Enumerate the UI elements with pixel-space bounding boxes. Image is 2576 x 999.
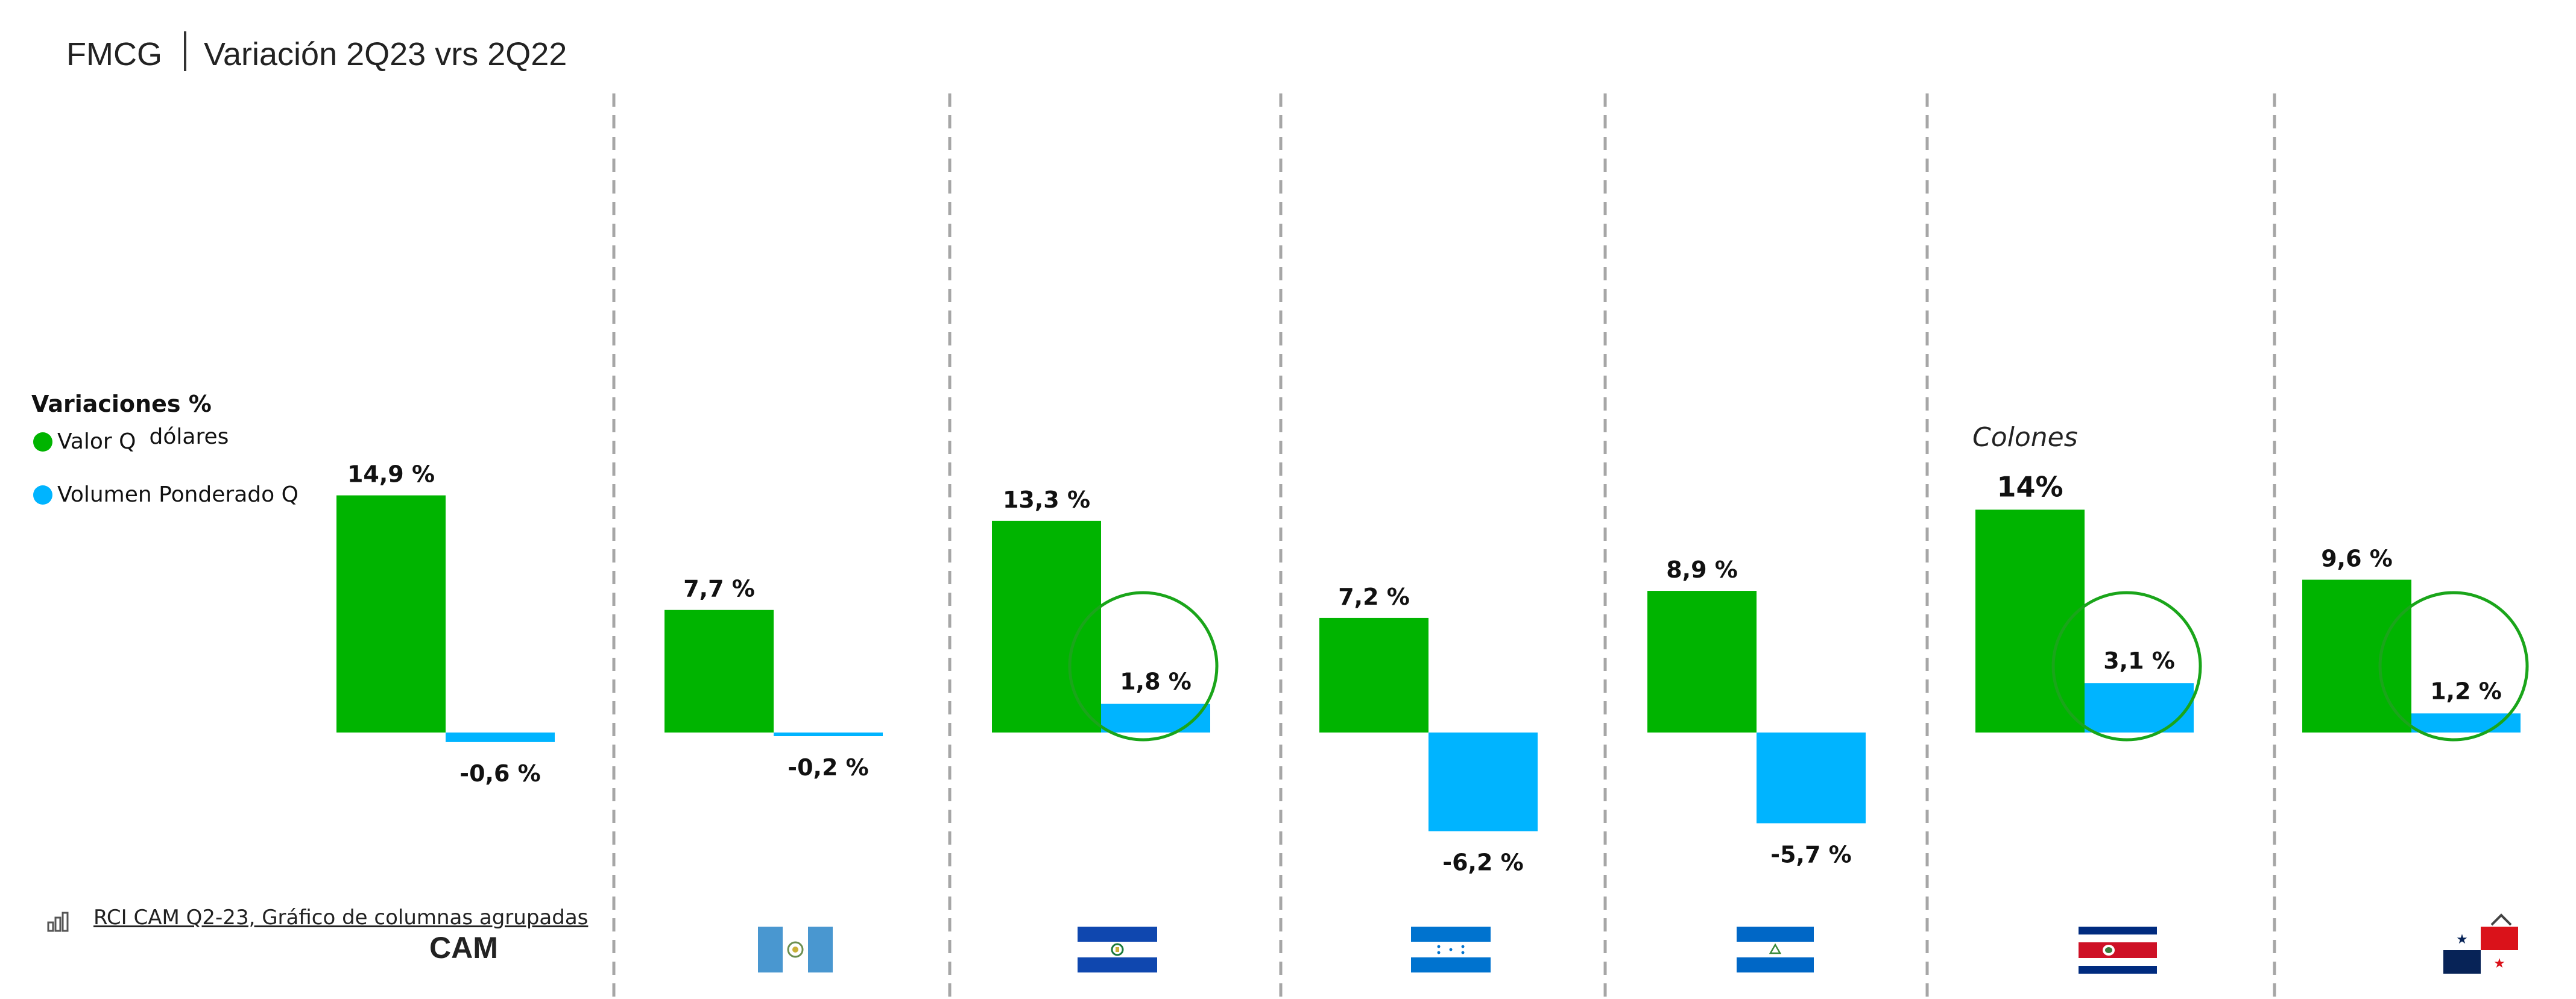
data-label-valor-cam: 14,9 % bbox=[347, 461, 435, 488]
data-label-valor-guatemala: 7,7 % bbox=[683, 576, 755, 602]
chevron-up-icon[interactable] bbox=[2488, 910, 2514, 928]
legend-title: Variaciones % bbox=[31, 391, 212, 417]
panama-flag-icon: ★ ★ bbox=[2443, 927, 2518, 974]
bar-valor-el-salvador bbox=[992, 520, 1101, 733]
category-label-cam: CAM bbox=[429, 931, 498, 965]
data-label-volumen-nicaragua: -5,7 % bbox=[1770, 841, 1851, 868]
data-label-volumen-guatemala: -0,2 % bbox=[788, 754, 868, 781]
legend-label-volumen: Volumen Ponderado Q bbox=[57, 482, 298, 507]
bar-volumen-panam- bbox=[2411, 713, 2521, 733]
chart-source-icon bbox=[47, 912, 69, 932]
bar-volumen-honduras bbox=[1428, 733, 1538, 831]
bar-volumen-guatemala bbox=[774, 733, 883, 736]
data-label-volumen-el-salvador: 1,8 % bbox=[1120, 668, 1192, 695]
nicaragua-flag-icon bbox=[1737, 927, 1814, 972]
bar-valor-honduras bbox=[1319, 617, 1428, 733]
chart-source-link[interactable]: RCI CAM Q2-23, Gráfico de columnas agrup… bbox=[93, 906, 589, 930]
bar-volumen-nicaragua bbox=[1757, 733, 1866, 824]
annotation-colones: Colones bbox=[1972, 422, 2078, 453]
bar-valor-nicaragua bbox=[1647, 591, 1757, 733]
legend-label-valor: Valor Q bbox=[57, 429, 136, 454]
legend-item-volumen: Volumen Ponderado Q bbox=[33, 482, 298, 507]
data-label-valor-el-salvador: 13,3 % bbox=[1003, 487, 1090, 513]
bar-valor-guatemala bbox=[665, 610, 774, 733]
highlight-circle-panam- bbox=[2378, 591, 2529, 742]
title-divider bbox=[184, 31, 186, 71]
highlight-circle-el-salvador bbox=[1068, 591, 1219, 742]
bar-volumen-el-salvador bbox=[1101, 704, 1210, 733]
el-salvador-flag-icon bbox=[1078, 927, 1157, 972]
data-label-valor-nicaragua: 8,9 % bbox=[1666, 556, 1738, 583]
data-label-volumen-honduras: -6,2 % bbox=[1442, 849, 1523, 876]
bar-valor-cam bbox=[336, 495, 446, 733]
chart-title: Variación 2Q23 vrs 2Q22 bbox=[204, 36, 567, 72]
bar-volumen-cam bbox=[446, 733, 555, 742]
chart-brand: FMCG bbox=[66, 36, 162, 72]
costa-rica-flag-icon bbox=[2079, 927, 2157, 974]
legend-item-valor: Valor Q dólares bbox=[33, 424, 229, 454]
honduras-flag-icon bbox=[1411, 927, 1491, 972]
legend-dot-valor-icon bbox=[33, 432, 52, 452]
svg-text:★: ★ bbox=[2493, 956, 2505, 971]
bar-volumen-costa-rica bbox=[2085, 683, 2194, 733]
guatemala-flag-icon bbox=[758, 927, 833, 972]
data-label-volumen-panam-: 1,2 % bbox=[2430, 678, 2502, 704]
data-label-valor-honduras: 7,2 % bbox=[1338, 584, 1410, 610]
data-label-volumen-costa-rica: 3,1 % bbox=[2103, 648, 2175, 674]
highlight-circle-costa-rica bbox=[2051, 591, 2202, 742]
svg-text:★: ★ bbox=[2456, 932, 2468, 947]
data-label-valor-panam-: 9,6 % bbox=[2321, 546, 2393, 572]
legend-dot-volumen-icon bbox=[33, 485, 52, 505]
legend-label-valor-suffix: dólares bbox=[149, 424, 229, 449]
data-label-valor-costa-rica: 14% bbox=[1997, 470, 2063, 503]
data-label-volumen-cam: -0,6 % bbox=[459, 760, 540, 787]
bar-valor-costa-rica bbox=[1975, 509, 2085, 733]
